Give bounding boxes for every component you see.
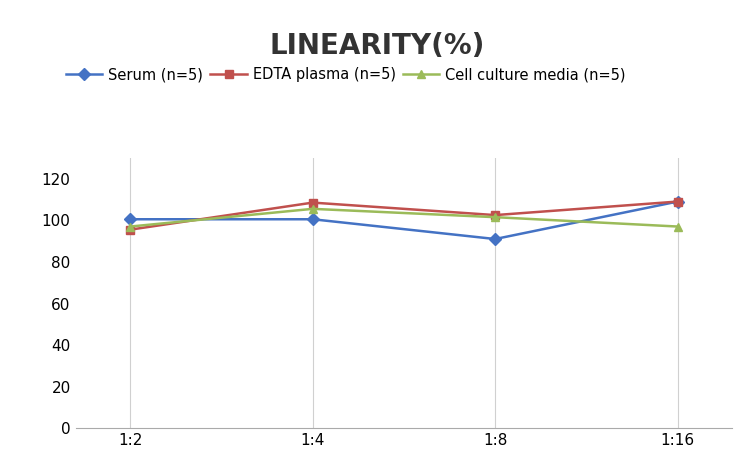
- Text: LINEARITY(%): LINEARITY(%): [270, 32, 485, 60]
- Legend: Serum (n=5), EDTA plasma (n=5), Cell culture media (n=5): Serum (n=5), EDTA plasma (n=5), Cell cul…: [60, 61, 632, 88]
